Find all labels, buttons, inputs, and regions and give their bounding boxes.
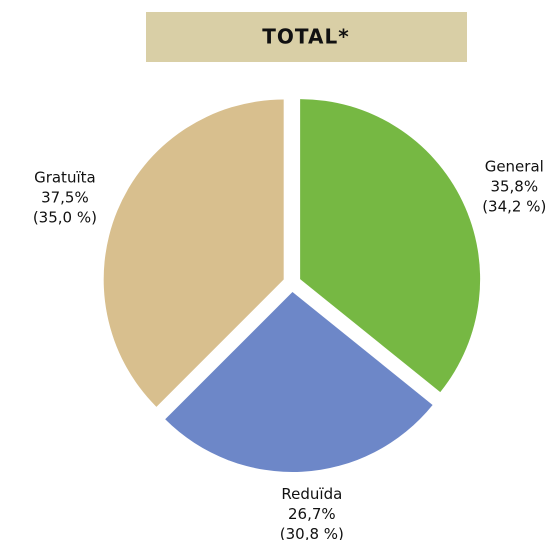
pie-slice	[103, 99, 284, 407]
pie-slice	[300, 99, 481, 393]
slice-category: Gratuïta	[34, 169, 96, 187]
slice-value: 37,5%	[41, 189, 89, 207]
slice-category: General	[485, 158, 544, 176]
slice-value: 35,8%	[490, 178, 538, 196]
pie-slice	[165, 291, 433, 472]
slice-previous-value: (34,2 %)	[482, 198, 546, 216]
slice-previous-value: (35,0 %)	[33, 209, 97, 227]
title-box	[146, 12, 467, 62]
slice-value: 26,7%	[288, 505, 336, 523]
chart-title: TOTAL*	[262, 25, 349, 49]
slice-category: Reduïda	[281, 485, 342, 503]
slice-previous-value: (30,8 %)	[280, 525, 344, 540]
